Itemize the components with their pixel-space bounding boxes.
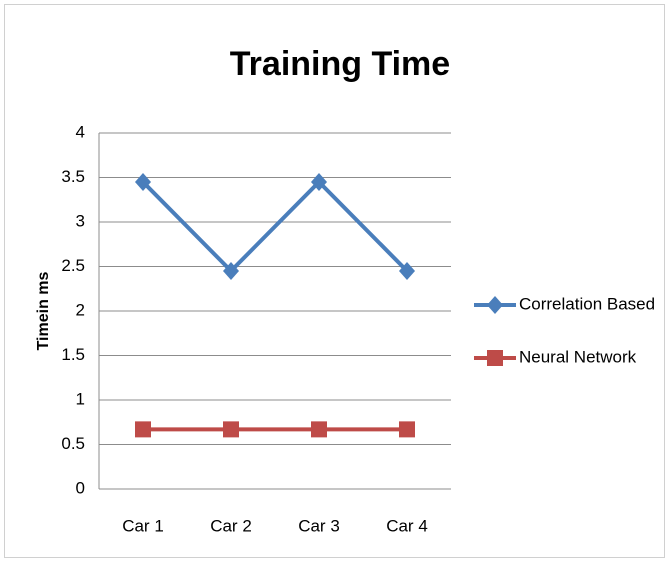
x-tick-label: Car 2 xyxy=(210,516,252,535)
legend-marker xyxy=(487,296,503,314)
data-point xyxy=(311,421,327,438)
y-tick-label: 1.5 xyxy=(61,345,85,364)
x-tick-label: Car 4 xyxy=(386,516,428,535)
x-tick-label: Car 3 xyxy=(298,516,340,535)
data-point xyxy=(399,261,415,280)
data-point xyxy=(223,261,239,280)
legend-label: Neural Network xyxy=(519,347,637,366)
data-point xyxy=(311,172,327,191)
x-tick-label: Car 1 xyxy=(122,516,164,535)
legend-label: Correlation Based xyxy=(519,294,655,313)
y-tick-label: 0.5 xyxy=(61,434,85,453)
y-axis-label: Timein ms xyxy=(35,271,52,350)
y-tick-label: 3.5 xyxy=(61,167,85,186)
y-tick-label: 3 xyxy=(76,211,85,230)
y-tick-label: 2.5 xyxy=(61,256,85,275)
y-tick-label: 1 xyxy=(76,389,85,408)
series-line xyxy=(141,179,409,274)
chart-title: Training Time xyxy=(230,45,450,83)
data-point xyxy=(135,172,151,191)
data-point xyxy=(399,421,415,438)
y-tick-label: 4 xyxy=(76,122,85,141)
legend-marker xyxy=(487,350,503,366)
data-point xyxy=(135,421,151,438)
y-tick-label: 2 xyxy=(76,300,85,319)
y-tick-label: 0 xyxy=(76,478,85,497)
data-point xyxy=(223,421,239,438)
chart-border xyxy=(4,4,665,558)
